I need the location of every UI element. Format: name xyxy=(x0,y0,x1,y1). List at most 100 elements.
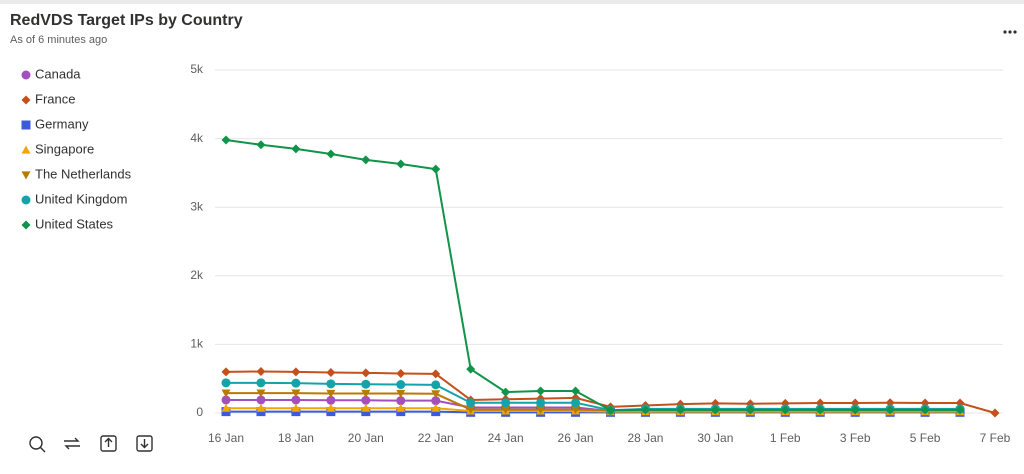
search-icon[interactable] xyxy=(29,436,46,453)
refresh-icon[interactable] xyxy=(64,437,80,450)
point xyxy=(326,395,336,405)
legend-label: Singapore xyxy=(35,141,94,156)
legend-item[interactable]: Singapore xyxy=(21,141,95,156)
point xyxy=(780,405,790,415)
point xyxy=(396,380,406,390)
y-tick-label: 5k xyxy=(190,62,204,76)
point xyxy=(396,159,406,169)
chart-subtitle: As of 6 minutes ago xyxy=(10,34,107,46)
point xyxy=(501,405,511,415)
y-tick-label: 4k xyxy=(190,131,204,145)
point xyxy=(291,367,301,377)
y-tick-label: 1k xyxy=(190,337,204,351)
line xyxy=(226,381,961,412)
point xyxy=(466,405,476,415)
point xyxy=(396,389,406,398)
x-tick-label: 28 Jan xyxy=(627,431,663,445)
point xyxy=(361,368,371,378)
legend-item[interactable]: The Netherlands xyxy=(21,166,132,181)
export-icon[interactable] xyxy=(100,435,117,452)
legend-marker xyxy=(21,70,31,80)
point xyxy=(361,379,371,389)
point xyxy=(815,405,825,415)
x-tick-label: 16 Jan xyxy=(208,431,244,445)
series xyxy=(221,135,965,415)
legend-marker xyxy=(21,220,31,230)
point xyxy=(501,398,511,408)
point xyxy=(606,405,615,415)
point xyxy=(466,364,476,374)
download-icon[interactable] xyxy=(136,435,153,452)
legend-item[interactable]: Canada xyxy=(21,66,82,81)
legend-marker xyxy=(21,120,31,130)
legend-label: United Kingdom xyxy=(35,191,128,206)
legend-label: The Netherlands xyxy=(35,166,132,181)
point xyxy=(256,395,266,405)
point xyxy=(221,403,231,412)
x-tick-label: 7 Feb xyxy=(980,431,1011,445)
top-border xyxy=(0,0,1024,4)
point xyxy=(955,405,965,415)
y-tick-label: 2k xyxy=(190,268,204,282)
x-tick-label: 3 Feb xyxy=(840,431,871,445)
point xyxy=(256,140,266,150)
legend-marker xyxy=(21,195,31,205)
x-tick-label: 18 Jan xyxy=(278,431,314,445)
legend-marker xyxy=(21,171,31,180)
x-tick-label: 1 Feb xyxy=(770,431,801,445)
point xyxy=(291,403,301,412)
more-menu[interactable] xyxy=(1003,30,1017,34)
point xyxy=(745,405,755,415)
point xyxy=(291,378,301,388)
point xyxy=(326,379,336,389)
legend-label: Germany xyxy=(35,116,89,131)
chart-title: RedVDS Target IPs by Country xyxy=(10,12,243,29)
point xyxy=(990,408,1000,418)
point xyxy=(920,405,930,415)
point xyxy=(221,389,231,398)
legend-item[interactable]: France xyxy=(21,91,76,106)
legend-item[interactable]: Germany xyxy=(21,116,89,131)
point xyxy=(850,405,860,415)
point xyxy=(396,403,406,412)
point xyxy=(361,155,371,165)
point xyxy=(326,389,336,398)
x-tick-label: 22 Jan xyxy=(418,431,454,445)
point xyxy=(361,389,371,398)
point xyxy=(361,395,371,405)
point xyxy=(675,405,685,415)
legend-item[interactable]: United Kingdom xyxy=(21,191,128,206)
legend-marker xyxy=(21,95,31,105)
x-tick-label: 24 Jan xyxy=(488,431,524,445)
point xyxy=(431,403,441,412)
point xyxy=(291,389,301,398)
x-tick-label: 26 Jan xyxy=(558,431,594,445)
point xyxy=(396,369,406,379)
legend-label: France xyxy=(35,91,75,106)
x-tick-label: 20 Jan xyxy=(348,431,384,445)
point xyxy=(221,395,231,405)
point xyxy=(710,405,720,415)
point xyxy=(571,398,581,408)
point xyxy=(431,396,441,406)
point xyxy=(431,390,441,399)
point xyxy=(221,367,231,377)
legend-item[interactable]: United States xyxy=(21,216,114,231)
point xyxy=(291,144,301,154)
point xyxy=(431,369,441,379)
point xyxy=(640,405,650,415)
point xyxy=(431,380,441,390)
legend-marker xyxy=(21,145,31,154)
legend-label: Canada xyxy=(35,66,81,81)
y-tick-label: 0 xyxy=(196,405,203,419)
point xyxy=(571,405,581,415)
line xyxy=(226,407,961,413)
point xyxy=(221,378,231,388)
point xyxy=(326,403,336,412)
y-tick-label: 3k xyxy=(190,199,204,213)
line xyxy=(225,138,961,412)
point xyxy=(256,403,266,412)
point xyxy=(431,164,441,174)
point xyxy=(256,389,266,398)
